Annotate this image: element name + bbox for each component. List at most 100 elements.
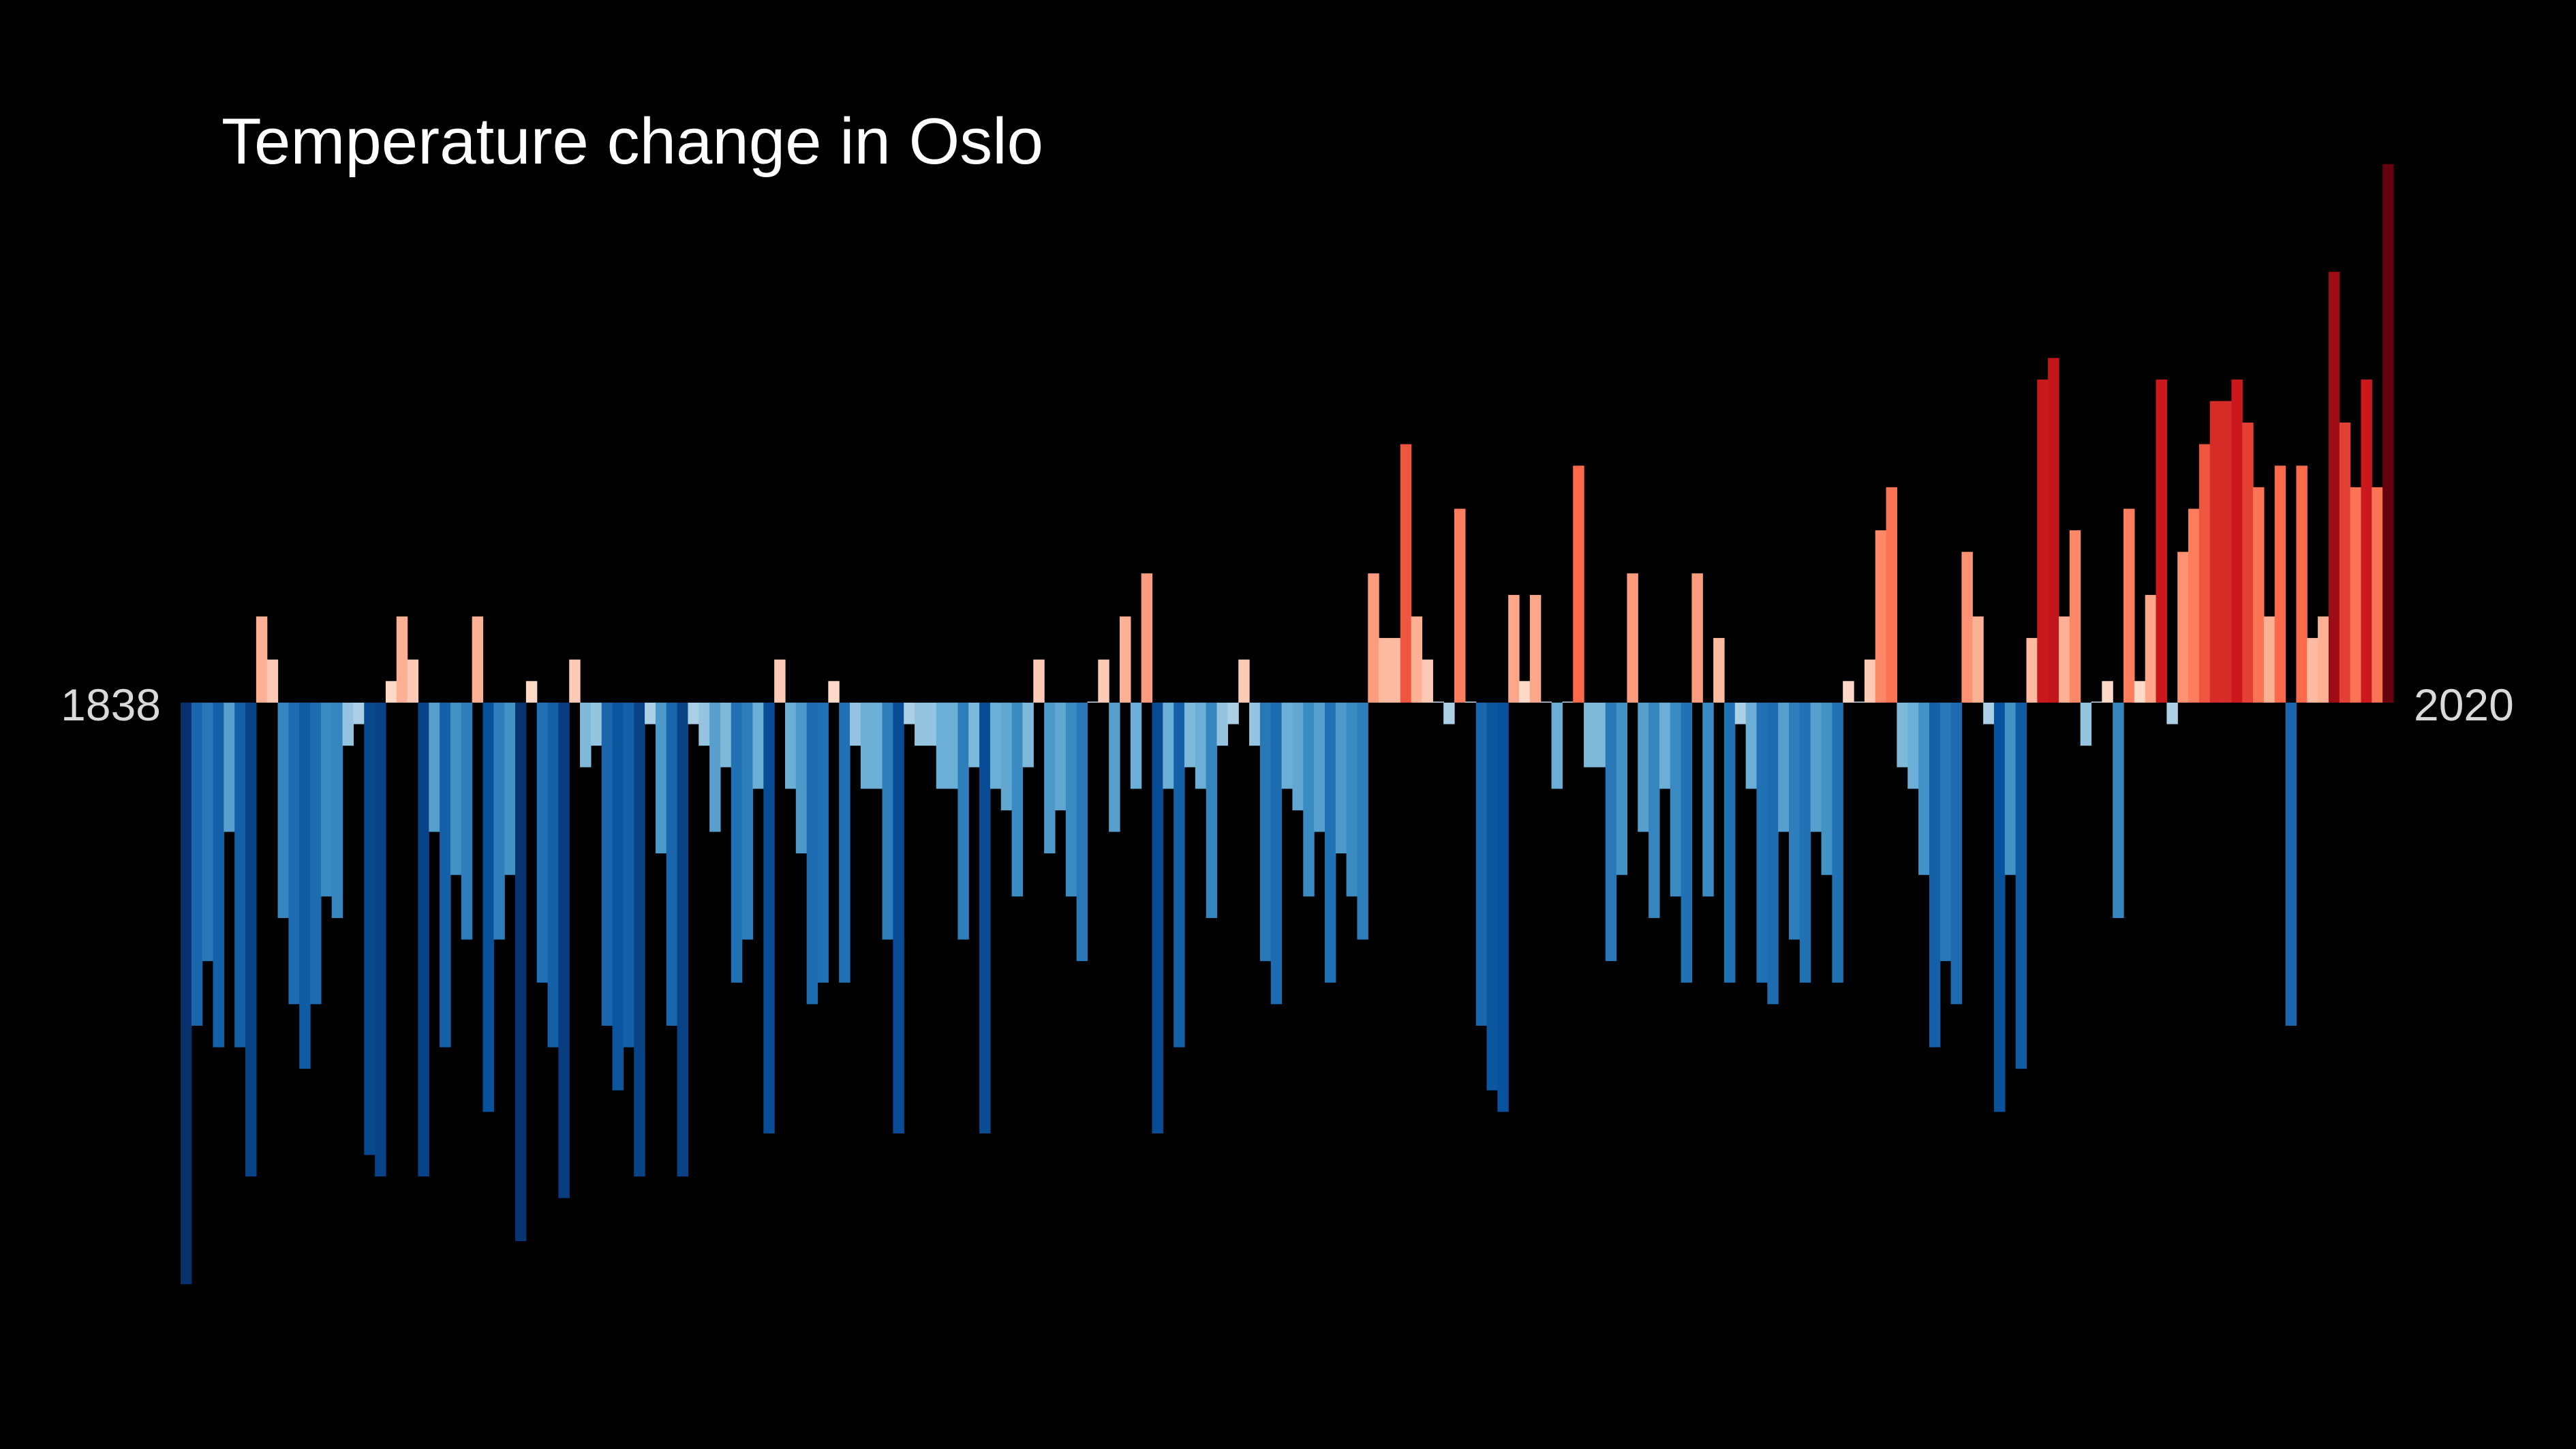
bar-1985 (1767, 702, 1779, 1005)
start-year-label: 1838 (61, 680, 161, 730)
bar-2014 (2080, 702, 2092, 746)
bar-2012 (2058, 616, 2070, 703)
bar-2036 (2318, 616, 2329, 703)
bar-1876 (590, 702, 602, 746)
bar-1929 (1163, 702, 1174, 789)
bar-2037 (2328, 271, 2340, 703)
bar-1951 (1400, 444, 1412, 703)
bar-1989 (1810, 702, 1822, 832)
bar-1839 (191, 702, 203, 1026)
bar-1879 (623, 702, 634, 1048)
bar-2001 (1939, 702, 1952, 962)
bar-1996 (1886, 487, 1898, 703)
bar-1885 (688, 702, 699, 724)
bar-1883 (666, 702, 678, 1026)
bar-2042 (2382, 164, 2394, 703)
bar-2017 (2113, 702, 2124, 918)
bar-2024 (2188, 508, 2200, 703)
bar-1906 (915, 702, 926, 746)
bar-1850 (310, 702, 322, 1005)
bar-1921 (1076, 702, 1088, 962)
bar-1957 (1465, 701, 1477, 703)
chart-title: Temperature change in Oslo (221, 105, 1043, 178)
bar-1881 (645, 702, 656, 724)
bar-1882 (655, 702, 667, 854)
bar-2011 (2048, 358, 2059, 703)
bar-1994 (1864, 659, 1876, 703)
bar-1938 (1259, 702, 1272, 962)
bar-1998 (1907, 702, 1919, 789)
bar-2008 (2015, 702, 2027, 1069)
bar-1875 (580, 702, 592, 767)
bar-2002 (1950, 702, 1963, 1005)
bar-1854 (353, 702, 365, 724)
bar-1941 (1292, 702, 1304, 810)
bar-1931 (1184, 702, 1196, 767)
bar-1900 (850, 702, 861, 746)
bar-1907 (925, 702, 937, 746)
bar-1975 (1659, 702, 1671, 789)
bar-1968 (1584, 702, 1595, 767)
bar-2009 (2026, 638, 2038, 703)
bar-1896 (806, 702, 818, 1005)
bar-2025 (2198, 444, 2211, 703)
bar-1990 (1821, 702, 1833, 875)
bar-1865 (472, 616, 484, 703)
bar-1948 (1368, 573, 1379, 703)
bar-1959 (1486, 702, 1498, 1090)
bar-1862 (440, 702, 451, 1048)
bar-1983 (1745, 702, 1758, 789)
bar-1988 (1799, 702, 1811, 983)
bar-1964 (1540, 701, 1552, 703)
bar-1958 (1475, 702, 1488, 1026)
bar-1917 (1033, 659, 1045, 703)
bar-1911 (968, 702, 980, 767)
bar-2000 (1929, 702, 1941, 1048)
bar-1973 (1638, 702, 1649, 832)
bar-1890 (741, 702, 754, 940)
bar-1880 (634, 702, 645, 1177)
bar-2003 (1961, 551, 1973, 703)
bar-1986 (1778, 702, 1790, 832)
bar-1857 (385, 681, 397, 703)
bar-1913 (990, 702, 1002, 789)
bar-1872 (547, 702, 559, 1048)
bar-1992 (1843, 681, 1854, 703)
bar-1904 (893, 702, 904, 1133)
bar-1841 (213, 702, 224, 1048)
bar-2033 (2285, 702, 2297, 1026)
bar-1867 (493, 702, 505, 940)
bar-1980 (1713, 638, 1725, 703)
bar-1967 (1573, 466, 1584, 703)
bar-1920 (1065, 702, 1077, 897)
bar-1982 (1734, 702, 1747, 724)
bar-1979 (1702, 702, 1714, 897)
bar-1972 (1627, 573, 1638, 703)
end-year-label: 2020 (2414, 680, 2514, 730)
bar-2027 (2220, 401, 2233, 703)
bar-1963 (1529, 594, 1542, 703)
bar-1932 (1195, 702, 1207, 789)
bar-1910 (957, 702, 969, 940)
bar-2031 (2263, 616, 2275, 703)
bar-1859 (407, 659, 419, 703)
bar-1916 (1022, 702, 1034, 767)
bar-1844 (245, 702, 257, 1177)
bar-2023 (2177, 551, 2189, 703)
bar-1863 (450, 702, 462, 875)
bar-1955 (1443, 702, 1455, 724)
bar-1903 (882, 702, 893, 940)
bar-1884 (677, 702, 689, 1177)
bar-1981 (1723, 702, 1736, 983)
bar-1870 (525, 681, 538, 703)
bar-1873 (558, 702, 570, 1198)
bar-1933 (1206, 702, 1218, 918)
bar-1849 (299, 702, 311, 1069)
bar-1970 (1605, 702, 1617, 962)
bar-1878 (612, 702, 624, 1090)
bar-2028 (2231, 379, 2243, 703)
bar-1923 (1098, 659, 1109, 703)
bar-1918 (1044, 702, 1056, 854)
bar-2026 (2209, 401, 2222, 703)
